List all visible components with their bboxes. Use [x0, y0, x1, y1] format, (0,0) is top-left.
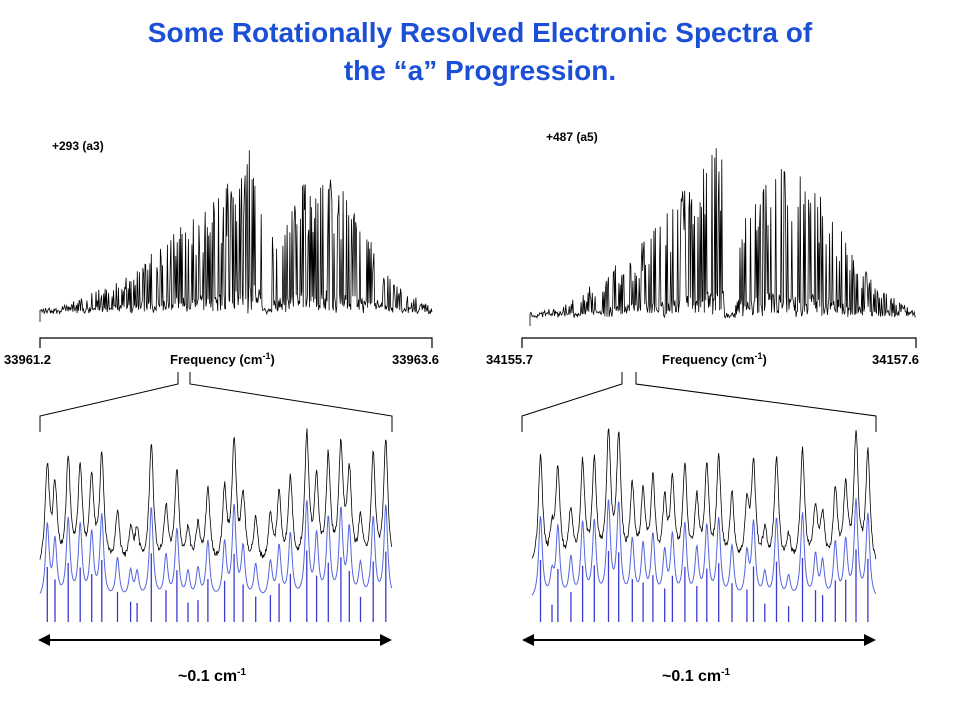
- frequency-axis-a3: [39, 337, 433, 348]
- scale-label-a5: ~0.1 cm-1: [662, 667, 730, 685]
- observed-trace-a3: [39, 428, 392, 560]
- tick-left-a3: 33961.2: [4, 352, 51, 367]
- tick-right-a3: 33963.6: [392, 352, 439, 367]
- simulated-sticks-a5: [539, 549, 869, 622]
- slide-title: Some Rotationally Resolved Electronic Sp…: [40, 14, 920, 90]
- tick-right-a5: 34157.6: [872, 352, 919, 367]
- band-label-a3: +293 (a3): [52, 139, 104, 153]
- simulated-trace-a5: [531, 498, 877, 596]
- spectrum-trace-a5: [529, 148, 916, 326]
- scale-arrow-a3: [38, 634, 392, 646]
- slide-title-line1: Some Rotationally Resolved Electronic Sp…: [147, 17, 813, 48]
- spectrum-trace-a3: [39, 150, 433, 322]
- zoom-panel-a5: ~0.1 cm-1: [522, 428, 877, 685]
- frequency-axis-a5: [521, 337, 917, 348]
- scale-label-a3: ~0.1 cm-1: [178, 667, 246, 685]
- zoom-panel-a3: ~0.1 cm-1: [38, 428, 393, 685]
- xlabel-a5: Frequency (cm-1): [662, 351, 767, 367]
- zoom-connector-right: [521, 372, 877, 432]
- spectrum-a3: +293 (a3) 33961.2 Frequency (cm-1) 33963…: [4, 139, 439, 367]
- simulated-trace-a3: [39, 500, 393, 594]
- tick-left-a5: 34155.7: [486, 352, 533, 367]
- slide-title-line2: the “a” Progression.: [343, 55, 617, 86]
- xlabel-a3: Frequency (cm-1): [170, 351, 275, 367]
- scale-arrow-a5: [522, 634, 876, 646]
- band-label-a5: +487 (a5): [546, 130, 598, 144]
- simulated-sticks-a3: [46, 550, 387, 622]
- spectrum-a5: +487 (a5) 34155.7 Frequency (cm-1) 34157…: [486, 130, 919, 367]
- zoom-connector-left: [39, 372, 393, 432]
- observed-trace-a5: [531, 428, 877, 559]
